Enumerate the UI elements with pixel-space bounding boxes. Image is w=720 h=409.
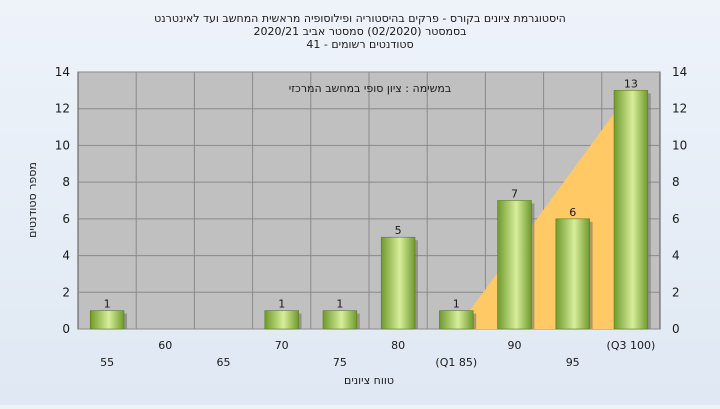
x-tick-label-6: (Q1 85) xyxy=(435,356,477,369)
x-tick-label-4: 75 xyxy=(333,356,347,369)
y-tick-left-7: 14 xyxy=(55,65,70,79)
x-tick-label-0: 55 xyxy=(100,356,114,369)
bar-value-label-3: 1 xyxy=(278,298,285,311)
bar-value-label-9: 13 xyxy=(624,77,638,90)
y-tick-right-6: 12 xyxy=(672,102,687,116)
y-tick-left-5: 10 xyxy=(55,138,70,152)
x-tick-label-5: 80 xyxy=(391,339,405,352)
x-tick-label-2: 65 xyxy=(217,356,231,369)
y-tick-left-4: 8 xyxy=(62,175,70,189)
y-tick-right-0: 0 xyxy=(672,322,680,336)
y-tick-right-2: 4 xyxy=(672,249,680,263)
bar-8 xyxy=(555,218,590,330)
y-axis-label: מספר סטודנטים xyxy=(26,162,39,238)
chart-title-line-2: בסמסטר (02/2020) סמסטר אביב 2020/21 xyxy=(253,25,466,38)
x-tick-label-9: (Q3 100) xyxy=(607,339,656,352)
y-tick-left-1: 2 xyxy=(62,285,70,299)
x-tick-label-7: 90 xyxy=(508,339,522,352)
x-tick-label-3: 70 xyxy=(275,339,289,352)
bar-value-label-0: 1 xyxy=(104,298,111,311)
bar-4 xyxy=(322,310,358,330)
bar-9 xyxy=(613,90,649,330)
bar-6 xyxy=(439,310,474,330)
bar-5 xyxy=(380,236,416,330)
y-tick-left-6: 12 xyxy=(55,102,70,116)
x-tick-label-1: 60 xyxy=(158,339,172,352)
bar-3 xyxy=(264,310,299,330)
y-tick-right-3: 6 xyxy=(672,212,680,226)
y-tick-right-4: 8 xyxy=(672,175,680,189)
bar-value-label-5: 5 xyxy=(395,224,402,237)
y-tick-left-0: 0 xyxy=(62,322,70,336)
bar-0 xyxy=(89,310,125,330)
chart-title-line-3: סטודנטים רשומים - 41 xyxy=(306,38,413,51)
bar-value-label-7: 7 xyxy=(511,188,518,201)
x-tick-label-8: 95 xyxy=(566,356,580,369)
y-tick-right-1: 2 xyxy=(672,285,680,299)
y-tick-right-5: 10 xyxy=(672,138,687,152)
bar-value-label-4: 1 xyxy=(336,298,343,311)
bar-value-label-6: 1 xyxy=(453,298,460,311)
chart-title-line-1: היסטוגרמת ציונים בקורס - פרקים בהיסטוריה… xyxy=(154,12,566,25)
y-tick-right-7: 14 xyxy=(672,65,687,79)
x-axis-label: טווח ציונים xyxy=(344,374,394,387)
bars: 1 1 1 5 1 7 6 13 xyxy=(89,77,651,330)
bar-value-label-8: 6 xyxy=(569,206,576,219)
y-tick-left-3: 6 xyxy=(62,212,70,226)
y-tick-left-2: 4 xyxy=(62,249,70,263)
chart-annotation: במשימה : ציון סופי במחשב המרכזי xyxy=(289,82,452,95)
bar-7 xyxy=(497,200,532,330)
